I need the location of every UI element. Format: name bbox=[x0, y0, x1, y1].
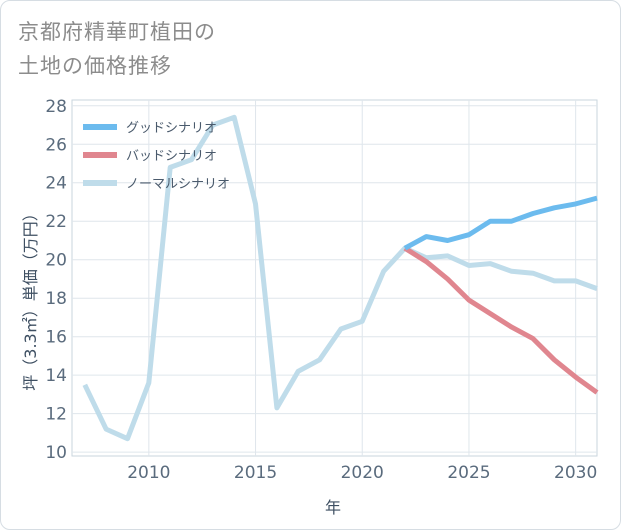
x-tick-label: 2010 bbox=[127, 463, 170, 483]
series-line-1 bbox=[403, 195, 598, 251]
y-tick-label: 18 bbox=[45, 289, 67, 309]
y-tick-label: 12 bbox=[45, 405, 67, 425]
legend-label: グッドシナリオ bbox=[126, 121, 217, 136]
y-tick-label: 22 bbox=[45, 212, 67, 232]
y-tick-label: 10 bbox=[45, 443, 67, 463]
y-tick-label: 24 bbox=[45, 174, 67, 194]
x-tick-label: 2030 bbox=[554, 463, 597, 483]
x-tick-label: 2025 bbox=[447, 463, 490, 483]
x-tick-label: 2020 bbox=[341, 463, 384, 483]
y-tick-label: 20 bbox=[45, 251, 67, 271]
x-axis-title: 年 bbox=[325, 498, 341, 517]
legend-label: ノーマルシナリオ bbox=[126, 177, 230, 192]
chart-title-line-1: 京都府精華町植田の bbox=[18, 20, 216, 44]
chart-title: 京都府精華町植田の 土地の価格推移 bbox=[18, 15, 216, 83]
y-tick-label: 28 bbox=[45, 97, 67, 117]
series-lines bbox=[82, 114, 599, 442]
tick-labels: 10 12 14 16 18 20 22 24 26 28 2010 2015 2020 2025 2030 bbox=[45, 97, 597, 483]
y-tick-label: 26 bbox=[45, 135, 67, 155]
y-tick-label: 14 bbox=[45, 366, 67, 386]
series-line-2 bbox=[403, 246, 599, 395]
y-tick-label: 16 bbox=[45, 328, 67, 348]
legend-label: バッドシナリオ bbox=[126, 149, 217, 164]
chart-title-line-2: 土地の価格推移 bbox=[18, 54, 172, 78]
y-axis-title: 坪（3.3㎡）単価（万円） bbox=[21, 205, 40, 390]
x-tick-label: 2015 bbox=[234, 463, 277, 483]
series-line-3 bbox=[82, 114, 598, 442]
